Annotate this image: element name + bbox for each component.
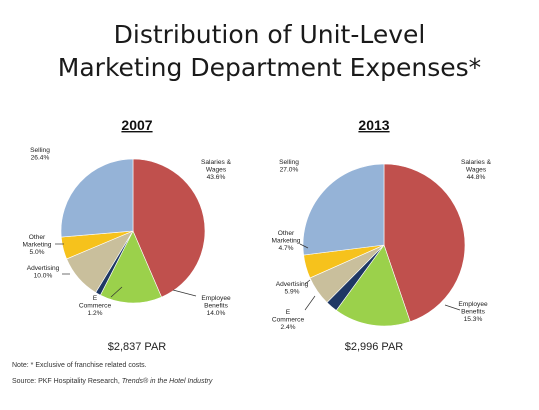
slice-label-selling: Selling 27.0% (279, 159, 299, 174)
pie-slice-selling (302, 163, 385, 256)
source-publication: Trends® in the Hotel Industry (121, 378, 213, 385)
title-line-1: Distribution of Unit-Level (113, 20, 426, 49)
slice-label-selling: Selling 26.4% (30, 147, 50, 162)
source-text: Source: PKF Hospitality Research, (12, 378, 122, 385)
footnote: Note: * Exclusive of franchise related c… (12, 362, 147, 369)
pie-chart-2013: 2013 Salaries & Wages 44.8% Employee Benefits… (272, 117, 492, 353)
slice-label-advertising: Advertising 10.0% (27, 265, 60, 280)
pie-slice-benefits (99, 230, 162, 304)
slice-label-benefits: Employee Benefits 14.0% (201, 295, 231, 317)
title-line-2: Marketing Department Expenses* (57, 53, 482, 82)
slice-label-ecommerce: E Commerce 1.2% (79, 295, 112, 317)
slice-label-other: Other Marketing 5.0% (23, 234, 52, 256)
leader-line-ecommerce (304, 295, 316, 311)
pie-chart-2007: 2007 Salaries & Wages 43.6% Employee Benefits… (23, 117, 232, 353)
slice-label-salaries: Salaries & Wages 44.8% (461, 159, 492, 181)
pie-slice-salaries (132, 158, 206, 298)
leader-line-other (299, 243, 309, 249)
slice-label-other: Other Marketing 4.7% (272, 230, 301, 252)
leader-line-benefits (444, 304, 461, 311)
pie-slice-salaries (383, 163, 466, 323)
pie-slice-selling (60, 158, 134, 238)
slice-label-salaries: Salaries & Wages 43.6% (201, 159, 232, 181)
pie-slice-benefits (335, 244, 411, 327)
chart-title: Distribution of Unit-Level Marketing Dep… (0, 18, 539, 84)
leader-line-benefits (172, 289, 197, 297)
pie-title: 2007 (121, 117, 152, 133)
source-note: Source: PKF Hospitality Research, Trends… (12, 378, 212, 385)
pie-title: 2013 (358, 117, 389, 133)
pie-footer: $2,837 PAR (108, 341, 167, 353)
slice-label-ecommerce: E Commerce 2.4% (272, 309, 305, 331)
slice-label-advertising: Advertising 5.9% (276, 281, 309, 296)
leader-line-ecommerce (110, 286, 123, 298)
pie-footer: $2,996 PAR (345, 341, 404, 353)
leader-line-advertising (304, 279, 311, 285)
slice-label-benefits: Employee Benefits 15.3% (458, 301, 488, 323)
